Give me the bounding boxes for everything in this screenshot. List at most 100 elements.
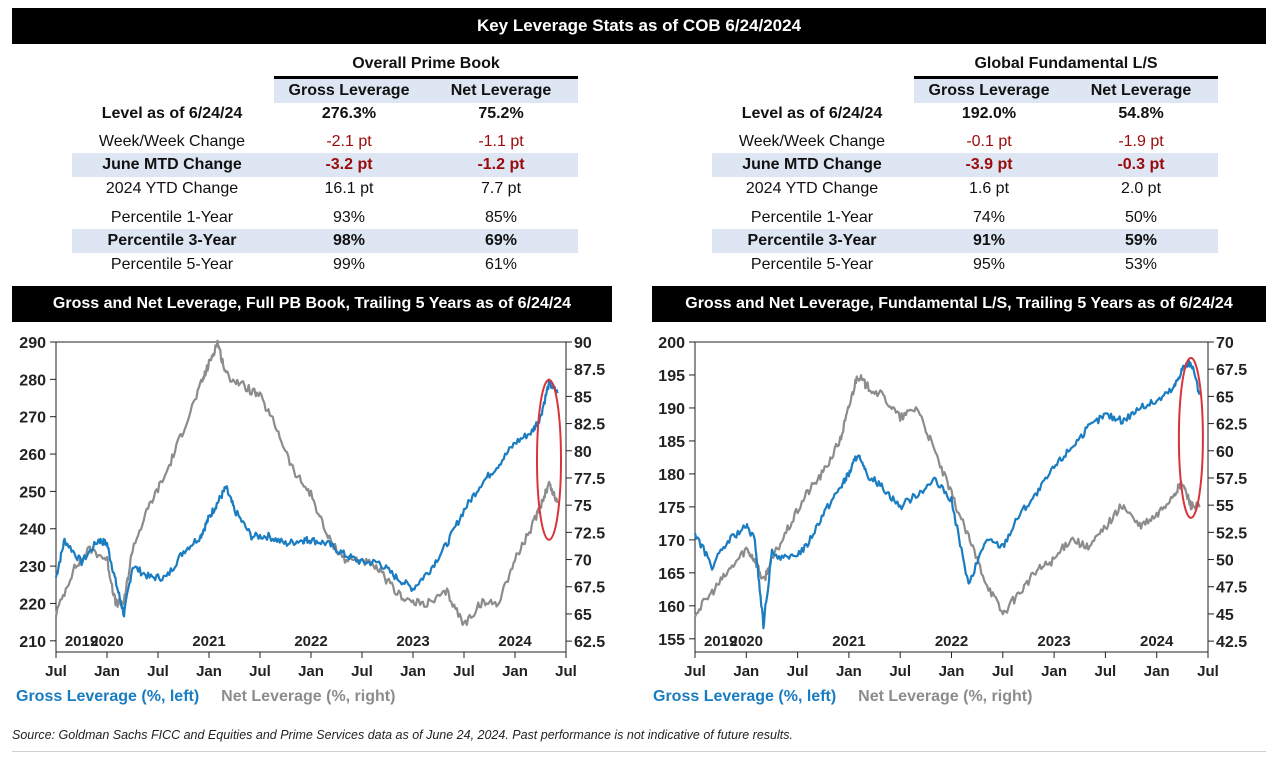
stats-gross-value: 192.0% [961, 105, 1017, 122]
x-tick-label: Jul [889, 663, 911, 680]
y-right-tick-label: 72.5 [574, 525, 605, 542]
stats-row: Percentile 5-Year 99% 61% [72, 253, 578, 277]
stats-net-value: 2.0 pt [1120, 180, 1162, 197]
stats-gross-value: 276.3% [321, 105, 377, 122]
y-right-tick-label: 52.5 [1216, 525, 1247, 542]
chart-title-right: Gross and Net Leverage, Fundamental L/S,… [685, 295, 1233, 312]
x-tick-label: Jan [939, 663, 965, 680]
x-tick-label: Jul [555, 663, 577, 680]
y-left-tick-label: 195 [658, 368, 685, 385]
stats-gross-value: -0.1 pt [966, 133, 1012, 150]
column-header-row: Gross Leverage Net Leverage [914, 79, 1218, 103]
section-title: Global Fundamental L/S [974, 55, 1158, 72]
year-label: 2024 [498, 633, 532, 650]
y-right-tick-label: 77.5 [574, 471, 605, 488]
stats-net-value: 59% [1124, 232, 1158, 249]
y-right-tick-label: 62.5 [1216, 417, 1247, 434]
stats-net-value: -1.9 pt [1118, 133, 1164, 150]
legend-right: Gross Leverage (%, left) Net Leverage (%… [653, 688, 1032, 706]
chart-title-left: Gross and Net Leverage, Full PB Book, Tr… [52, 295, 572, 312]
col-header-net: Net Leverage [1090, 82, 1192, 99]
y-right-tick-label: 67.5 [1216, 362, 1247, 379]
y-left-tick-label: 280 [19, 372, 46, 389]
y-right-tick-label: 67.5 [574, 580, 605, 597]
highlight-circle [536, 378, 562, 541]
chart-title-banner-left: Gross and Net Leverage, Full PB Book, Tr… [12, 286, 612, 322]
y-right-tick-label: 70 [1216, 335, 1234, 352]
stats-gross-value: 91% [972, 232, 1006, 249]
y-right-tick-label: 60 [1216, 444, 1234, 461]
y-left-tick-label: 270 [19, 410, 46, 427]
y-right-tick-label: 65 [574, 607, 592, 624]
y-right-tick-label: 55 [1216, 498, 1234, 515]
stats-row: Week/Week Change -2.1 pt -1.1 pt [72, 130, 578, 154]
x-tick-label: Jan [1041, 663, 1067, 680]
stats-gross-value: 99% [332, 256, 366, 273]
y-left-tick-label: 165 [658, 566, 685, 583]
stats-row-label: Week/Week Change [98, 133, 246, 150]
x-tick-label: Jan [836, 663, 862, 680]
y-right-tick-label: 85 [574, 389, 592, 406]
chart-svg: 155 160 165 170 175 180 185 190 195 200 42.5 45 47.5… [658, 335, 1247, 680]
stats-row-label: Percentile 1-Year [750, 209, 874, 226]
stats-row: 2024 YTD Change 16.1 pt 7.7 pt [72, 177, 578, 201]
y-left-tick-label: 290 [19, 335, 46, 352]
y-left-tick-label: 180 [658, 467, 685, 484]
y-left-tick-label: 175 [658, 500, 685, 517]
x-tick-label: Jan [400, 663, 426, 680]
stats-row-label: Percentile 5-Year [750, 256, 874, 273]
x-tick-label: Jul [453, 663, 475, 680]
stats-gross-value: 16.1 pt [324, 180, 374, 197]
stats-row-label: Percentile 3-Year [107, 232, 237, 249]
col-header-gross: Gross Leverage [928, 82, 1050, 99]
x-tick-label: Jul [147, 663, 169, 680]
year-label: 2021 [832, 633, 865, 650]
legend-gross-left: Gross Leverage (%, left) [16, 688, 200, 705]
y-left-tick-label: 230 [19, 559, 46, 576]
y-right-tick-label: 50 [1216, 553, 1234, 570]
stats-net-value: -0.3 pt [1117, 156, 1165, 173]
stats-row: June MTD Change -3.2 pt -1.2 pt [72, 153, 578, 177]
column-header-row: Gross Leverage Net Leverage [274, 79, 578, 103]
col-header-gross: Gross Leverage [288, 82, 410, 99]
legend-gross-right: Gross Leverage (%, left) [653, 688, 837, 705]
stats-net-value: -1.1 pt [478, 133, 524, 150]
x-tick-label: Jan [196, 663, 222, 680]
stats-row-label: Percentile 5-Year [110, 256, 234, 273]
year-label: 2019 [65, 633, 98, 650]
y-left-tick-label: 160 [658, 599, 685, 616]
stats-net-value: 75.2% [478, 105, 524, 122]
legend-net-left: Net Leverage (%, right) [221, 688, 396, 705]
x-tick-label: Jul [1197, 663, 1219, 680]
x-tick-label: Jan [94, 663, 120, 680]
y-left-tick-label: 210 [19, 634, 46, 651]
year-label: 2019 [704, 633, 737, 650]
y-right-tick-label: 70 [574, 553, 592, 570]
stats-row-label: Level as of 6/24/24 [101, 105, 243, 122]
y-right-tick-label: 42.5 [1216, 634, 1247, 651]
stats-net-value: 7.7 pt [480, 180, 522, 197]
y-left-tick-label: 220 [19, 596, 46, 613]
x-tick-label: Jan [298, 663, 324, 680]
y-right-tick-label: 65 [1216, 389, 1234, 406]
stats-net-value: 61% [484, 256, 518, 273]
stats-row-label: June MTD Change [742, 156, 882, 173]
stats-net-value: 69% [484, 232, 518, 249]
stats-net-value: 50% [1124, 209, 1158, 226]
y-left-tick-label: 155 [658, 632, 685, 649]
gross-leverage-line [54, 378, 559, 618]
stats-row-label: 2024 YTD Change [745, 180, 879, 197]
y-right-tick-label: 87.5 [574, 362, 605, 379]
stats-net-value: 53% [1124, 256, 1158, 273]
year-label: 2023 [396, 633, 429, 650]
stats-row-label: 2024 YTD Change [105, 180, 239, 197]
y-right-tick-label: 62.5 [574, 634, 605, 651]
stats-row-label: June MTD Change [102, 156, 242, 173]
y-left-tick-label: 260 [19, 447, 46, 464]
stats-row: Level as of 6/24/24 276.3% 75.2% [72, 102, 578, 126]
y-right-tick-label: 45 [1216, 607, 1234, 624]
stats-row: Percentile 5-Year 95% 53% [712, 253, 1218, 277]
year-label: 2022 [935, 633, 968, 650]
chart-fundamental-ls: 155 160 165 170 175 180 185 190 195 200 42.5 45 47.5… [652, 330, 1266, 688]
y-left-tick-label: 200 [658, 335, 685, 352]
